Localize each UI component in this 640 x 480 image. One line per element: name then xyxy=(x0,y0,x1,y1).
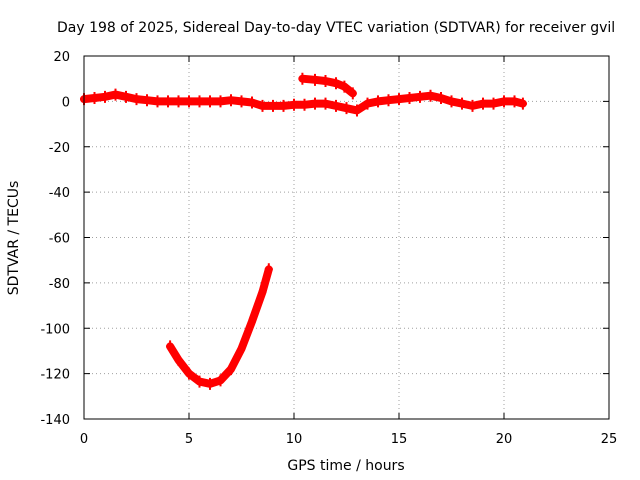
data-point xyxy=(290,98,298,111)
data-point xyxy=(248,315,256,328)
tick-labels: 0 5 10 15 20 25 20 0 -20 -40 -60 -80 -100 -120 -140 xyxy=(40,50,617,447)
data-point xyxy=(143,94,151,107)
data-point xyxy=(122,90,130,103)
data-point xyxy=(174,95,183,108)
data-point xyxy=(479,97,487,110)
data-point xyxy=(458,97,466,110)
data-point xyxy=(321,74,330,87)
data-point xyxy=(321,97,330,110)
data-point xyxy=(216,374,225,387)
y-tick-label: 0 xyxy=(62,95,70,110)
data-point xyxy=(332,99,340,112)
data-point xyxy=(264,263,273,276)
data-point xyxy=(447,95,456,108)
data-point xyxy=(164,95,172,108)
data-point xyxy=(237,342,246,355)
data-point xyxy=(279,99,288,112)
data-point xyxy=(166,340,175,353)
grid-lines xyxy=(84,56,609,419)
x-tick-label: 20 xyxy=(496,432,513,447)
data-point xyxy=(300,98,309,111)
data-point xyxy=(227,363,235,376)
data-point xyxy=(101,90,109,103)
data-point xyxy=(353,104,361,117)
y-axis-label: SDTVAR / TECUs xyxy=(6,181,22,296)
data-point xyxy=(185,367,193,380)
data-point xyxy=(237,95,246,108)
data-point xyxy=(153,95,162,108)
data-point xyxy=(227,94,235,107)
data-point xyxy=(340,80,349,93)
data-point xyxy=(269,99,277,112)
data-point xyxy=(468,99,477,112)
data-point xyxy=(258,285,267,298)
data-point xyxy=(90,91,99,104)
data-point xyxy=(311,97,319,110)
data-point xyxy=(500,95,508,108)
data-point xyxy=(405,91,414,104)
x-tick-label: 5 xyxy=(185,432,193,447)
y-tick-label: -120 xyxy=(40,368,70,383)
data-point xyxy=(489,97,498,110)
data-point xyxy=(363,97,372,110)
data-point xyxy=(374,95,382,108)
data-point xyxy=(348,87,357,100)
y-tick-label: 20 xyxy=(53,50,70,65)
plot-frame xyxy=(83,55,610,420)
x-tick-label: 15 xyxy=(391,432,408,447)
data-point xyxy=(206,95,214,108)
chart-title: Day 198 of 2025, Sidereal Day-to-day VTE… xyxy=(57,20,615,36)
y-tick-label: -80 xyxy=(49,277,70,292)
data-point xyxy=(195,375,204,388)
data-point xyxy=(342,102,351,115)
y-tick-label: -20 xyxy=(49,141,70,156)
y-tick-label: -60 xyxy=(49,232,70,247)
x-tick-label: 10 xyxy=(286,432,303,447)
series-layer xyxy=(80,72,527,390)
data-point xyxy=(298,72,307,85)
data-point xyxy=(518,97,527,110)
series-line-dip-segment xyxy=(166,265,273,388)
data-point xyxy=(111,88,120,101)
data-point xyxy=(216,95,225,108)
data-point xyxy=(132,93,141,106)
y-tick-label: -140 xyxy=(40,413,70,428)
data-point xyxy=(311,73,319,86)
data-point xyxy=(248,96,256,109)
data-point xyxy=(206,377,214,390)
data-point xyxy=(174,354,183,367)
x-tick-label: 25 xyxy=(601,432,618,447)
data-point xyxy=(395,93,403,106)
data-point xyxy=(332,77,340,90)
data-point xyxy=(258,99,267,112)
data-point xyxy=(416,90,424,103)
data-point xyxy=(384,94,393,107)
data-point xyxy=(185,95,193,108)
y-tick-label: -100 xyxy=(40,322,70,337)
x-axis-label: GPS time / hours xyxy=(287,458,404,474)
series-line-main-track xyxy=(80,90,527,115)
x-tick-label: 0 xyxy=(80,432,88,447)
data-point xyxy=(426,89,435,102)
data-point xyxy=(510,95,519,108)
data-point xyxy=(195,95,204,108)
data-point xyxy=(437,91,445,104)
y-tick-label: -40 xyxy=(49,186,70,201)
